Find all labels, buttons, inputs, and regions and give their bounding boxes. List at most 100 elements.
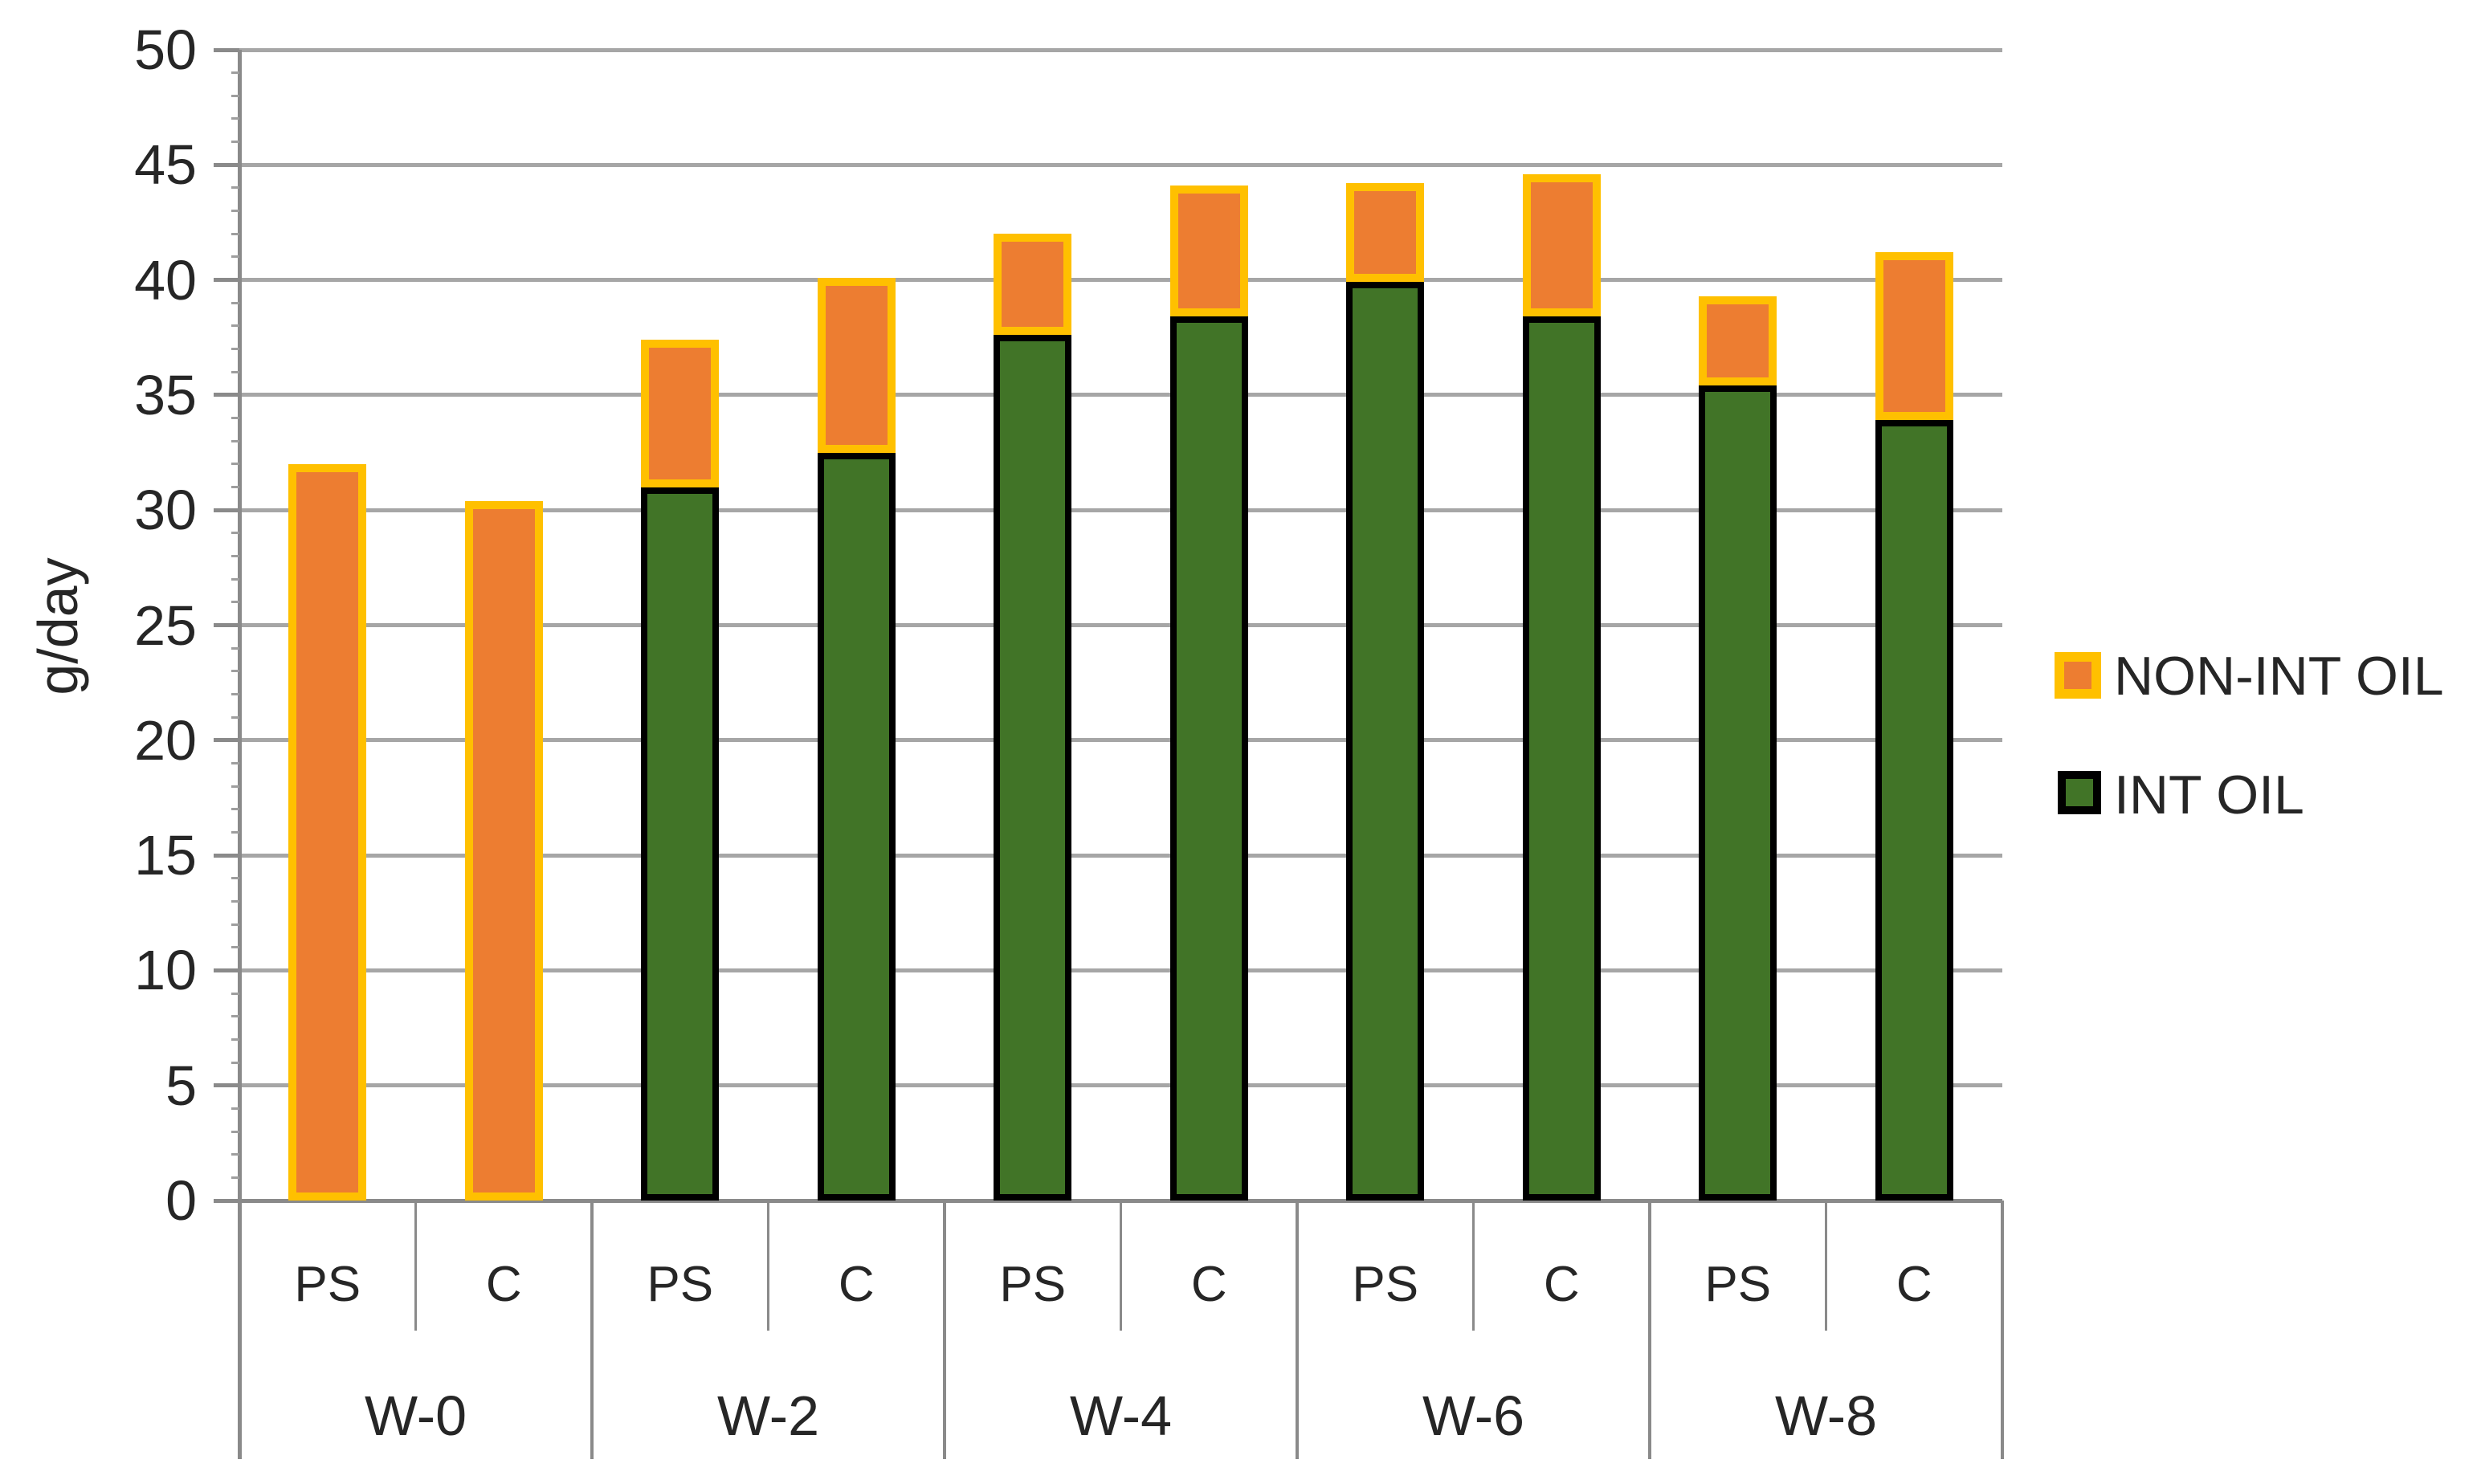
y-minor-tick-43 bbox=[231, 210, 239, 213]
y-minor-tick-22 bbox=[231, 692, 239, 695]
y-minor-tick-6 bbox=[231, 1061, 239, 1064]
bar-segment-non-int-oil-W-8-C bbox=[1875, 252, 1953, 421]
bar-segment-non-int-oil-W-2-PS bbox=[641, 340, 720, 487]
y-minor-tick-34 bbox=[231, 417, 239, 420]
y-axis-line bbox=[237, 50, 242, 1459]
y-minor-tick-23 bbox=[231, 670, 239, 673]
bar-label-W-6-C: C bbox=[1543, 1257, 1580, 1312]
gridline-5 bbox=[239, 1083, 2002, 1088]
y-minor-tick-14 bbox=[231, 877, 239, 880]
y-minor-tick-18 bbox=[231, 785, 239, 788]
bar-segment-non-int-oil-W-8-PS bbox=[1699, 296, 1777, 386]
y-tick-label-50: 50 bbox=[134, 18, 197, 81]
group-separator-5 bbox=[2001, 1201, 2004, 1459]
bar-segment-int-oil-W-8-C bbox=[1875, 420, 1953, 1201]
y-minor-tick-29 bbox=[231, 532, 239, 535]
y-tick-label-45: 45 bbox=[134, 133, 197, 197]
gridline-40 bbox=[239, 278, 2002, 283]
y-tick-label-15: 15 bbox=[134, 824, 197, 887]
y-tick-label-10: 10 bbox=[134, 939, 197, 1002]
gridline-35 bbox=[239, 393, 2002, 398]
y-minor-tick-48 bbox=[231, 94, 239, 97]
bar-segment-non-int-oil-W-6-C bbox=[1522, 173, 1601, 317]
y-major-tick-15 bbox=[214, 853, 239, 858]
group-label-W-4: W-4 bbox=[1069, 1384, 1173, 1447]
y-minor-tick-26 bbox=[231, 601, 239, 604]
y-minor-tick-8 bbox=[231, 1015, 239, 1018]
y-tick-label-35: 35 bbox=[134, 363, 197, 426]
y-minor-tick-32 bbox=[231, 463, 239, 466]
y-major-tick-10 bbox=[214, 968, 239, 972]
y-minor-tick-7 bbox=[231, 1038, 239, 1041]
x-axis-line bbox=[214, 1198, 2002, 1203]
sub-separator-W-2 bbox=[767, 1201, 769, 1331]
y-minor-tick-12 bbox=[231, 923, 239, 926]
y-minor-tick-1 bbox=[231, 1176, 239, 1179]
y-minor-tick-31 bbox=[231, 486, 239, 489]
y-tick-label-0: 0 bbox=[165, 1169, 197, 1232]
y-minor-tick-28 bbox=[231, 555, 239, 558]
gridline-25 bbox=[239, 623, 2002, 627]
bar-segment-int-oil-W-8-PS bbox=[1699, 385, 1777, 1201]
legend-swatch-non-int-oil bbox=[2055, 652, 2101, 699]
group-label-W-2: W-2 bbox=[716, 1384, 820, 1447]
y-minor-tick-4 bbox=[231, 1107, 239, 1110]
group-separator-3 bbox=[1296, 1201, 1299, 1459]
bar-segment-int-oil-W-2-PS bbox=[641, 487, 720, 1201]
bar-label-W-4-PS: PS bbox=[999, 1257, 1067, 1312]
bar-label-W-2-PS: PS bbox=[647, 1257, 714, 1312]
bar-segment-non-int-oil-W-4-PS bbox=[994, 234, 1072, 336]
y-minor-tick-49 bbox=[231, 71, 239, 75]
y-minor-tick-11 bbox=[231, 946, 239, 949]
y-tick-label-30: 30 bbox=[134, 479, 197, 542]
sub-separator-W-0 bbox=[414, 1201, 417, 1331]
y-minor-tick-33 bbox=[231, 439, 239, 442]
y-minor-tick-3 bbox=[231, 1130, 239, 1133]
gridline-15 bbox=[239, 853, 2002, 858]
group-separator-4 bbox=[1648, 1201, 1651, 1459]
sub-separator-W-4 bbox=[1120, 1201, 1122, 1331]
group-label-W-0: W-0 bbox=[364, 1384, 467, 1447]
y-minor-tick-39 bbox=[231, 301, 239, 304]
bar-label-W-8-C: C bbox=[1895, 1257, 1932, 1312]
bar-segment-int-oil-W-2-C bbox=[817, 452, 896, 1201]
bar-segment-int-oil-W-4-PS bbox=[994, 335, 1072, 1201]
bar-label-W-2-C: C bbox=[838, 1257, 875, 1312]
y-major-tick-20 bbox=[214, 738, 239, 743]
bar-segment-non-int-oil-W-0-C bbox=[464, 500, 543, 1201]
bar-segment-int-oil-W-6-C bbox=[1522, 316, 1601, 1201]
y-minor-tick-17 bbox=[231, 808, 239, 811]
y-tick-label-5: 5 bbox=[165, 1054, 197, 1117]
y-tick-label-20: 20 bbox=[134, 708, 197, 772]
sub-separator-W-8 bbox=[1825, 1201, 1827, 1331]
y-minor-tick-41 bbox=[231, 255, 239, 259]
group-separator-2 bbox=[943, 1201, 946, 1459]
bar-segment-non-int-oil-W-4-C bbox=[1169, 186, 1248, 317]
sub-separator-W-6 bbox=[1472, 1201, 1475, 1331]
y-minor-tick-2 bbox=[231, 1153, 239, 1156]
y-minor-tick-16 bbox=[231, 830, 239, 834]
bar-label-W-0-C: C bbox=[485, 1257, 522, 1312]
legend-label-int-oil: INT OIL bbox=[2114, 764, 2304, 826]
y-minor-tick-19 bbox=[231, 761, 239, 764]
group-label-W-6: W-6 bbox=[1422, 1384, 1525, 1447]
group-separator-0 bbox=[238, 1201, 241, 1459]
gridline-45 bbox=[239, 162, 2002, 167]
y-minor-tick-24 bbox=[231, 646, 239, 650]
y-major-tick-40 bbox=[214, 278, 239, 283]
bar-segment-int-oil-W-6-PS bbox=[1346, 282, 1425, 1201]
y-minor-tick-13 bbox=[231, 899, 239, 903]
y-minor-tick-21 bbox=[231, 716, 239, 719]
y-major-tick-30 bbox=[214, 508, 239, 512]
bar-label-W-6-PS: PS bbox=[1352, 1257, 1419, 1312]
bar-segment-non-int-oil-W-6-PS bbox=[1346, 183, 1425, 283]
bar-label-W-4-C: C bbox=[1190, 1257, 1227, 1312]
gridline-10 bbox=[239, 968, 2002, 972]
group-label-W-8: W-8 bbox=[1774, 1384, 1878, 1447]
bar-segment-non-int-oil-W-2-C bbox=[817, 277, 896, 453]
gridline-20 bbox=[239, 738, 2002, 743]
bar-segment-int-oil-W-4-C bbox=[1169, 316, 1248, 1201]
y-minor-tick-47 bbox=[231, 117, 239, 120]
y-minor-tick-36 bbox=[231, 370, 239, 373]
